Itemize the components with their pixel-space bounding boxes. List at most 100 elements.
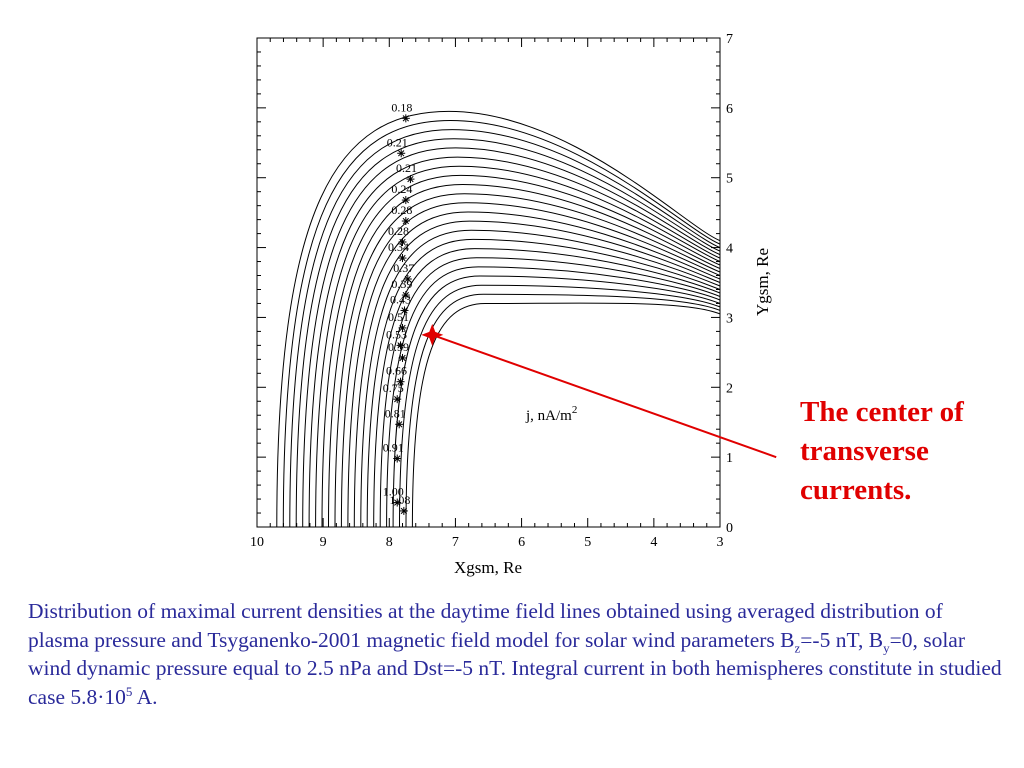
current-density-unit-label: j, nA/m2	[525, 404, 577, 424]
density-label: 0.28	[388, 224, 409, 238]
field-line	[321, 174, 721, 528]
density-label: 0.34	[388, 240, 409, 254]
density-label: 1.08	[389, 493, 410, 507]
density-label: 0.18	[391, 100, 412, 114]
x-tick-label: 9	[320, 535, 327, 550]
field-line	[373, 248, 721, 528]
density-label: 1.00	[383, 485, 404, 499]
field-line	[366, 238, 721, 528]
y-tick-label: 5	[726, 172, 733, 187]
field-line	[282, 119, 721, 528]
density-marker	[401, 196, 410, 205]
y-axis-label: Ygsm, Re	[753, 248, 772, 316]
caption-by-sub: y	[883, 639, 890, 655]
y-tick-label: 6	[726, 102, 733, 117]
figure-caption: Distribution of maximal current densitie…	[28, 597, 1003, 711]
density-label: 0.81	[385, 406, 406, 420]
density-marker	[401, 114, 410, 123]
density-label: 0.24	[391, 182, 412, 196]
field-lines	[276, 110, 721, 528]
field-line	[379, 257, 721, 528]
field-line	[392, 275, 721, 528]
density-marker	[401, 291, 410, 300]
caption-exponent: 5	[125, 683, 133, 699]
field-line	[353, 220, 721, 528]
density-marker	[401, 217, 410, 226]
center-marker	[421, 323, 444, 346]
density-label: 0.21	[387, 135, 408, 149]
density-label: 0.51	[388, 310, 409, 324]
field-line	[386, 266, 721, 528]
field-line	[340, 202, 721, 528]
density-marker	[393, 454, 402, 463]
density-label: 0.21	[396, 161, 417, 175]
caption-part-2: =-5 nT, B	[800, 627, 884, 652]
y-tick-label: 1	[726, 451, 733, 466]
caption-part-4: A.	[132, 684, 158, 709]
pointer-line	[431, 333, 777, 459]
y-tick-label: 7	[726, 32, 733, 47]
density-marker	[393, 498, 402, 507]
density-marker	[396, 341, 405, 350]
density-label: 0.59	[388, 340, 409, 354]
density-label: 0.28	[391, 203, 412, 217]
density-marker	[395, 420, 404, 429]
field-line	[295, 138, 721, 528]
field-line	[328, 183, 721, 528]
center-annotation: The center of transverse currents.	[800, 393, 1015, 510]
y-tick-label: 4	[726, 242, 733, 257]
x-tick-label: 5	[584, 535, 591, 550]
density-label: 0.75	[383, 381, 404, 395]
field-line-chart: 10 9 8 7 6 5 4 3 0 1 2 3 4 5 6 7 Xgsm, Re Ygsm, Re j, …	[250, 32, 777, 577]
plot-frame	[256, 37, 721, 528]
y-tick-label: 0	[726, 521, 733, 536]
x-tick-label: 8	[386, 535, 393, 550]
density-marker	[396, 377, 405, 386]
field-line	[289, 129, 721, 528]
density-marker	[399, 506, 408, 515]
density-label: 0.66	[386, 364, 407, 378]
field-line	[347, 211, 721, 528]
y-tick-label: 2	[726, 381, 733, 396]
x-axis-label: Xgsm, Re	[454, 558, 522, 577]
density-label: 0.53	[386, 327, 407, 341]
field-line	[302, 147, 721, 528]
density-label: 0.39	[391, 277, 412, 291]
field-line	[334, 193, 721, 528]
density-marker	[398, 323, 407, 332]
field-line	[360, 229, 721, 528]
density-marker	[398, 237, 407, 246]
y-tick-label: 3	[726, 311, 733, 326]
field-line	[276, 110, 721, 528]
caption-part-3: =0, solar wind dynamic pressure equal to…	[28, 627, 1002, 709]
field-line	[308, 156, 721, 528]
density-marker	[406, 175, 415, 184]
density-label: 0.43	[390, 292, 411, 306]
density-marker	[403, 275, 412, 284]
density-marker	[393, 395, 402, 404]
annotation-line-2: transverse	[800, 435, 929, 467]
current-density-labels: 0.18 0.21 0.21 0.24 0.28 0.28 0.34 0.37 0.390.43…	[383, 100, 417, 515]
x-tick-label: 3	[717, 535, 724, 550]
field-line	[399, 284, 721, 528]
axis-ticks	[256, 37, 721, 528]
y-tick-labels: 0 1 2 3 4 5 6 7	[726, 32, 733, 536]
density-marker	[398, 353, 407, 362]
density-marker	[400, 306, 409, 315]
annotation-line-3: currents.	[800, 474, 912, 506]
density-label: 0.37	[393, 261, 414, 275]
density-marker	[397, 149, 406, 158]
x-tick-label: 10	[250, 535, 264, 550]
caption-bz-sub: z	[794, 639, 801, 655]
field-line	[411, 302, 721, 528]
density-label: 0.91	[383, 441, 404, 455]
x-tick-label: 6	[518, 535, 525, 550]
field-line	[405, 293, 721, 528]
x-tick-label: 7	[452, 535, 459, 550]
caption-part-1: Distribution of maximal current densitie…	[28, 599, 943, 652]
field-line	[315, 165, 721, 528]
annotation-line-1: The center of	[800, 396, 964, 428]
x-tick-labels: 10 9 8 7 6 5 4 3	[250, 535, 724, 550]
x-tick-label: 4	[650, 535, 657, 550]
density-marker	[398, 254, 407, 263]
